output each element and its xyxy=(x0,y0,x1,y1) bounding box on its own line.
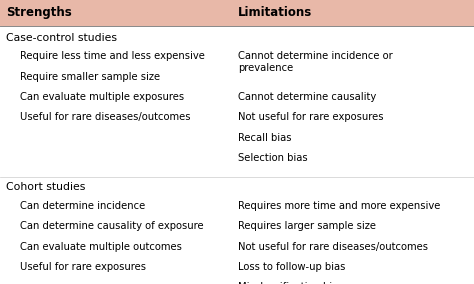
Text: Selection bias: Selection bias xyxy=(238,153,308,163)
Text: Not useful for rare exposures: Not useful for rare exposures xyxy=(238,112,383,122)
Text: Recall bias: Recall bias xyxy=(238,133,292,143)
Text: Loss to follow-up bias: Loss to follow-up bias xyxy=(238,262,346,272)
Text: Cannot determine incidence or
prevalence: Cannot determine incidence or prevalence xyxy=(238,51,392,73)
Text: Cohort studies: Cohort studies xyxy=(6,182,85,192)
Bar xyxy=(0,0,474,26)
Text: Can determine causality of exposure: Can determine causality of exposure xyxy=(20,221,203,231)
Text: Useful for rare diseases/outcomes: Useful for rare diseases/outcomes xyxy=(20,112,191,122)
Text: Misclassification bias: Misclassification bias xyxy=(238,283,344,284)
Text: Useful for rare exposures: Useful for rare exposures xyxy=(20,262,146,272)
Text: Cannot determine causality: Cannot determine causality xyxy=(238,92,376,102)
Text: Limitations: Limitations xyxy=(238,6,312,19)
Text: Require less time and less expensive: Require less time and less expensive xyxy=(20,51,205,61)
Text: Require smaller sample size: Require smaller sample size xyxy=(20,72,160,82)
Text: Not useful for rare diseases/outcomes: Not useful for rare diseases/outcomes xyxy=(238,242,428,252)
Text: Case-control studies: Case-control studies xyxy=(6,33,117,43)
Text: Can evaluate multiple outcomes: Can evaluate multiple outcomes xyxy=(20,242,182,252)
Text: Strengths: Strengths xyxy=(6,6,72,19)
Text: Requires more time and more expensive: Requires more time and more expensive xyxy=(238,201,440,211)
Text: Can determine incidence: Can determine incidence xyxy=(20,201,145,211)
Text: Can evaluate multiple exposures: Can evaluate multiple exposures xyxy=(20,92,184,102)
Text: Requires larger sample size: Requires larger sample size xyxy=(238,221,376,231)
